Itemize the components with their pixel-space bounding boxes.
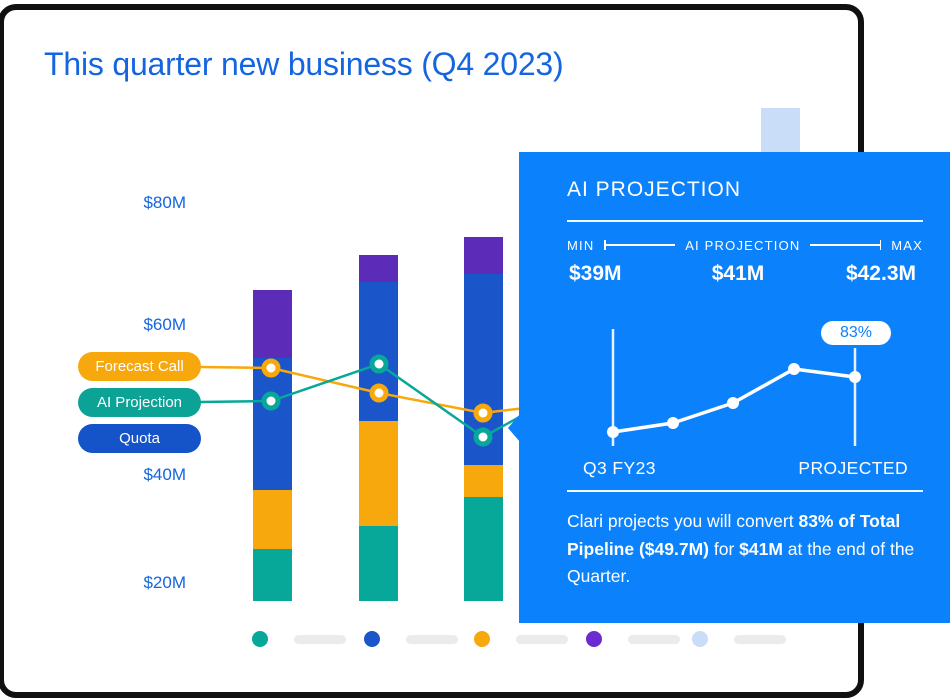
range-line-left	[604, 241, 676, 249]
range-max-label: MAX	[891, 237, 923, 253]
legend-item-purple[interactable]	[586, 631, 680, 647]
legend-placeholder-label	[516, 634, 568, 644]
bar1-teal-segment	[253, 549, 292, 601]
summary-text: for	[709, 538, 740, 559]
bar2-purple-segment	[359, 255, 398, 282]
bar3-teal-segment	[464, 497, 503, 601]
panel-pointer-notch	[508, 414, 520, 442]
trend-point-1	[607, 426, 619, 438]
legend-dot-orange	[474, 631, 490, 647]
ai-projection-pill[interactable]: AI Projection	[78, 388, 201, 417]
page-title: This quarter new business (Q4 2023)	[44, 46, 564, 82]
stacked-bar-1	[253, 290, 292, 601]
panel-title: AI PROJECTION	[567, 178, 742, 201]
bar3-orange-segment	[464, 465, 503, 497]
panel-divider-top	[567, 220, 923, 222]
summary-highlight-pipeline: 83% of Total Pipeline ($49.7M)	[567, 511, 901, 559]
trend-point-2	[667, 417, 679, 429]
legend-item-blue[interactable]	[364, 631, 458, 647]
stacked-bar-3	[464, 237, 503, 601]
ai-projection-panel: AI PROJECTION MIN AI PROJECTION MAX $39M…	[508, 152, 950, 623]
range-mid-label: AI PROJECTION	[685, 237, 801, 253]
quota-pill[interactable]: Quota	[78, 424, 201, 453]
trend-point-3	[727, 397, 739, 409]
min-value: $39M	[569, 262, 622, 285]
bar3-blue-segment	[464, 274, 503, 465]
legend-placeholder-label	[294, 634, 346, 644]
y-axis-label-60m: $60M	[143, 315, 186, 334]
summary-highlight-amount: $41M	[739, 538, 783, 559]
bar2-teal-segment	[359, 526, 398, 601]
bar2-blue-segment	[359, 282, 398, 421]
trend-sparkline	[607, 329, 861, 446]
forecast-call-pill[interactable]: Forecast Call	[78, 352, 201, 381]
bar1-purple-segment	[253, 290, 292, 358]
max-value: $42.3M	[845, 262, 916, 285]
trend-point-4	[788, 363, 800, 375]
legend-dot-purple	[586, 631, 602, 647]
summary-text: at the end of the Quarter.	[567, 538, 915, 587]
conversion-badge: 83%	[821, 321, 891, 345]
projection-range-row: MIN AI PROJECTION MAX	[567, 236, 923, 254]
bar3-purple-segment	[464, 237, 503, 274]
y-axis-label-20m: $20M	[143, 573, 186, 592]
trend-start-label: Q3 FY23	[583, 458, 656, 478]
projection-summary: Clari projects you will convert 83% of T…	[567, 508, 933, 591]
bar1-orange-segment	[253, 490, 292, 549]
panel-divider-bottom	[567, 490, 923, 492]
range-min-label: MIN	[567, 237, 595, 253]
legend-placeholder-label	[406, 634, 458, 644]
stacked-bar-2	[359, 255, 398, 601]
legend-item-orange[interactable]	[474, 631, 568, 647]
trend-point-5	[849, 371, 861, 383]
legend-dot-blue	[364, 631, 380, 647]
bar2-orange-segment	[359, 421, 398, 526]
y-axis-label-80m: $80M	[143, 193, 186, 212]
legend-item-teal[interactable]	[252, 631, 346, 647]
range-line-right	[810, 241, 882, 249]
legend-dot-lightblue	[692, 631, 708, 647]
trend-end-label: PROJECTED	[798, 458, 908, 478]
legend-item-lightblue[interactable]	[692, 631, 786, 647]
projection-values-row: $39M $41M $42.3M	[519, 262, 950, 288]
y-axis-label-40m: $40M	[143, 465, 186, 484]
summary-text: Clari projects you will convert	[567, 511, 799, 531]
legend-placeholder-label	[628, 634, 680, 644]
legend-placeholder-label	[734, 634, 786, 644]
bar1-blue-segment	[253, 358, 292, 490]
legend-dot-teal	[252, 631, 268, 647]
projection-value: $41M	[711, 262, 765, 285]
